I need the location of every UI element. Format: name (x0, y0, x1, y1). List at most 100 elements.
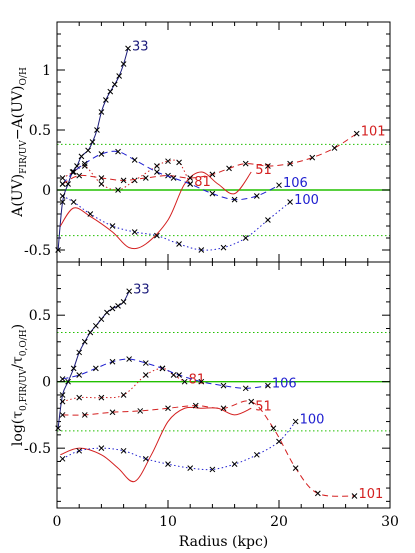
data-point-106 (209, 190, 216, 197)
series-line-33 (57, 291, 130, 429)
data-point-100 (287, 199, 293, 205)
data-point-106 (242, 385, 249, 392)
data-point-81 (154, 163, 160, 169)
data-point-81 (81, 163, 88, 169)
data-point-106 (198, 378, 205, 385)
top-panel: -0.500.51A(UV)FIR/UV−A(UV)O/H33815110110… (10, 21, 391, 263)
data-point-101 (76, 172, 83, 179)
y-tick-label: 0 (42, 375, 51, 391)
data-point-33 (120, 61, 127, 67)
data-point-33 (65, 378, 71, 385)
x-tick-label: 0 (53, 514, 62, 530)
data-point-106 (131, 157, 138, 163)
data-point-33 (102, 97, 109, 103)
data-point-81 (181, 378, 188, 385)
data-point-101 (220, 405, 227, 412)
series-label-51: 51 (255, 399, 272, 414)
data-point-106 (115, 148, 121, 155)
data-point-106 (59, 376, 66, 382)
data-point-33 (116, 73, 123, 79)
data-point-81 (98, 181, 105, 187)
data-point-33 (126, 288, 133, 295)
data-point-106 (265, 382, 271, 389)
data-point-106 (126, 356, 133, 362)
x-tick-label: 10 (159, 514, 177, 530)
data-point-106 (253, 193, 260, 199)
data-point-33 (59, 199, 66, 205)
data-point-101 (351, 493, 358, 499)
data-point-106 (220, 382, 227, 389)
data-point-81 (59, 175, 66, 181)
series-line-101 (62, 400, 355, 497)
data-point-101 (137, 408, 144, 414)
data-point-101 (292, 465, 299, 471)
data-point-33 (65, 181, 71, 187)
data-point-101 (265, 163, 271, 169)
data-point-106 (276, 182, 282, 189)
data-point-33 (98, 316, 105, 323)
data-point-81 (76, 394, 83, 401)
y-tick-label: -0.5 (24, 243, 51, 259)
data-point-101 (331, 145, 338, 151)
data-point-81 (115, 187, 121, 193)
data-point-100 (209, 466, 216, 473)
data-point-106 (70, 169, 77, 175)
data-point-33 (98, 109, 105, 115)
data-point-33 (109, 305, 116, 312)
data-point-33 (94, 127, 100, 133)
data-point-100 (242, 235, 249, 241)
data-point-106 (76, 372, 83, 378)
series-line-51 (60, 406, 252, 483)
data-point-81 (131, 177, 138, 184)
data-point-33 (120, 299, 127, 305)
data-point-81 (165, 158, 171, 165)
series-line-81 (62, 159, 191, 191)
series-line-33 (57, 48, 129, 251)
data-point-106 (176, 372, 182, 378)
y-tick-label: 0.5 (29, 123, 51, 139)
data-point-33 (107, 88, 114, 95)
series-label-81: 81 (194, 175, 211, 190)
data-point-33 (92, 322, 99, 329)
data-point-101 (192, 402, 199, 409)
data-point-106 (59, 181, 66, 187)
data-point-101 (187, 175, 194, 181)
data-point-100 (59, 193, 66, 199)
data-point-100 (109, 223, 116, 229)
data-point-101 (209, 171, 216, 178)
series-label-101: 101 (361, 125, 386, 140)
y-tick-label: -0.5 (24, 441, 51, 457)
series-label-106: 106 (283, 176, 308, 191)
data-point-106 (154, 169, 160, 175)
data-point-100 (87, 211, 94, 217)
data-point-100 (198, 247, 205, 253)
plot-frame (56, 21, 391, 263)
series-label-33: 33 (132, 39, 149, 54)
data-point-81 (170, 372, 177, 378)
data-point-106 (109, 358, 116, 365)
data-point-106 (81, 160, 88, 167)
data-point-33 (55, 425, 61, 432)
data-point-100 (59, 455, 66, 462)
data-point-33 (59, 392, 66, 398)
data-point-101 (309, 154, 316, 161)
series-label-100: 100 (300, 413, 325, 428)
data-point-100 (70, 199, 77, 205)
data-point-106 (98, 151, 105, 157)
data-point-100 (120, 447, 127, 454)
y-tick-label: 0.5 (29, 308, 51, 324)
data-point-106 (159, 365, 166, 372)
data-point-100 (98, 445, 105, 452)
data-point-101 (120, 177, 127, 184)
data-point-33 (125, 45, 131, 52)
data-point-106 (170, 175, 177, 181)
x-tick-label: 20 (270, 514, 288, 530)
data-point-33 (78, 153, 85, 160)
bottom-panel: -0.5 0 0.5 0 10 20 30 Radius (kpc) log(τ0,FIR/UV… (10, 261, 399, 550)
data-point-33 (81, 338, 88, 345)
data-point-100 (131, 229, 138, 235)
data-point-101 (109, 409, 116, 416)
series-label-33: 33 (133, 282, 150, 297)
data-point-101 (353, 130, 360, 137)
